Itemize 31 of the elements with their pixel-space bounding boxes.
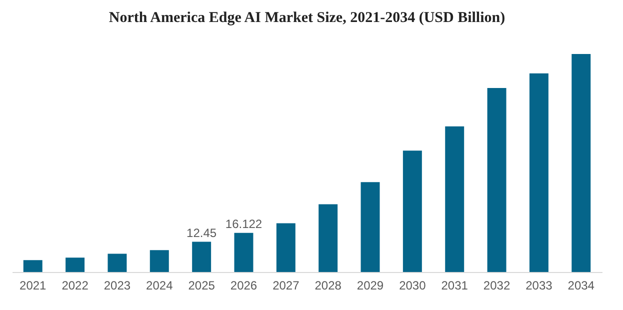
bar <box>23 260 42 272</box>
bar <box>445 126 464 272</box>
bar <box>276 223 296 272</box>
x-tick-label: 2028 <box>314 278 342 292</box>
x-tick-label: 2021 <box>20 278 47 292</box>
bar <box>402 150 422 272</box>
bar <box>529 73 548 272</box>
x-tick-label: 2031 <box>441 278 468 292</box>
x-tick-label: 2029 <box>356 278 384 292</box>
bar <box>487 88 506 272</box>
x-tick-label: 2034 <box>568 278 595 292</box>
x-tick-label: 2023 <box>104 278 131 292</box>
bar <box>150 250 169 272</box>
x-tick-label: 2025 <box>188 278 216 292</box>
data-label: 12.45 <box>186 226 217 240</box>
bar <box>360 182 380 272</box>
bar <box>572 54 591 272</box>
bar <box>318 204 338 272</box>
x-tick-label: 2024 <box>146 278 174 292</box>
bar <box>192 242 212 272</box>
bar <box>108 254 127 272</box>
chart-title: North America Edge AI Market Size, 2021-2034 (USD Billion) <box>108 10 506 26</box>
x-tick-label: 2027 <box>272 278 300 292</box>
x-tick-label: 2032 <box>483 278 510 292</box>
x-tick-label: 2026 <box>230 278 258 292</box>
x-tick-label: 2033 <box>526 278 553 292</box>
x-tick-label: 2030 <box>399 278 426 292</box>
bar <box>234 232 254 272</box>
x-tick-label: 2022 <box>62 278 89 292</box>
bar <box>66 258 85 272</box>
data-label: 16.122 <box>225 216 262 231</box>
